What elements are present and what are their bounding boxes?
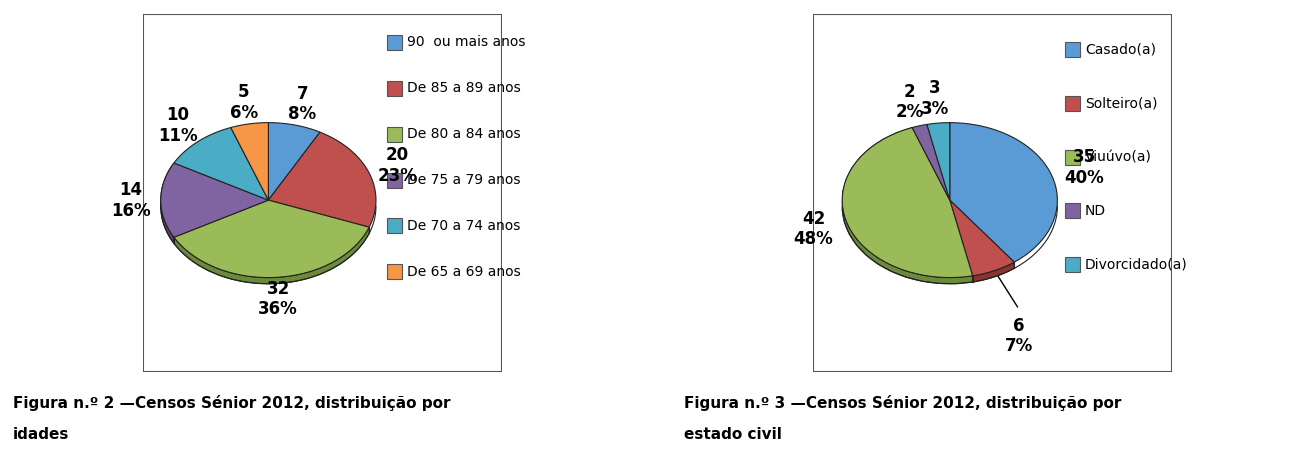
Text: 20
23%: 20 23% [377, 146, 417, 185]
Polygon shape [174, 200, 370, 277]
Polygon shape [230, 123, 268, 200]
Bar [387, 35, 402, 50]
Polygon shape [927, 123, 949, 200]
Text: De 65 a 69 anos: De 65 a 69 anos [408, 265, 521, 279]
Text: Figura n.º 2 —Censos Sénior 2012, distribuição por: Figura n.º 2 —Censos Sénior 2012, distri… [13, 395, 451, 411]
Text: ND: ND [1085, 204, 1106, 218]
Text: 42
48%: 42 48% [794, 210, 834, 248]
FancyBboxPatch shape [814, 14, 1172, 372]
Text: 2
2%: 2 2% [896, 83, 924, 121]
Polygon shape [268, 132, 376, 227]
Bar [387, 218, 402, 233]
Text: De 75 a 79 anos: De 75 a 79 anos [408, 173, 521, 187]
FancyBboxPatch shape [143, 14, 501, 372]
Text: 3
3%: 3 3% [920, 79, 948, 118]
Text: 35
40%: 35 40% [1065, 148, 1105, 187]
Text: estado civil: estado civil [684, 427, 781, 442]
Text: 5
6%: 5 6% [230, 83, 258, 122]
Polygon shape [843, 128, 973, 284]
Bar [387, 264, 402, 279]
Polygon shape [174, 128, 268, 200]
Bar [1065, 203, 1080, 218]
Text: De 85 a 89 anos: De 85 a 89 anos [408, 81, 521, 95]
Polygon shape [973, 262, 1014, 282]
Polygon shape [160, 163, 174, 243]
Polygon shape [268, 123, 320, 200]
Text: 6
7%: 6 7% [1005, 316, 1034, 355]
Polygon shape [949, 200, 1014, 276]
Bar [1065, 257, 1080, 272]
Polygon shape [174, 227, 370, 284]
Polygon shape [160, 163, 268, 237]
Text: Casado(a): Casado(a) [1085, 43, 1156, 56]
Polygon shape [842, 128, 973, 277]
Text: Divorcidado(a): Divorcidado(a) [1085, 258, 1187, 271]
Text: De 80 a 84 anos: De 80 a 84 anos [408, 127, 521, 141]
Text: Solteiro(a): Solteiro(a) [1085, 96, 1157, 110]
Bar [1065, 149, 1080, 165]
Text: Viuúvo(a): Viuúvo(a) [1085, 150, 1152, 164]
Text: Figura n.º 3 —Censos Sénior 2012, distribuição por: Figura n.º 3 —Censos Sénior 2012, distri… [684, 395, 1122, 411]
Polygon shape [949, 123, 1057, 262]
Bar [387, 173, 402, 188]
Text: De 70 a 74 anos: De 70 a 74 anos [408, 219, 521, 233]
Text: 90  ou mais anos: 90 ou mais anos [408, 35, 526, 49]
Bar [1065, 96, 1080, 111]
Text: 32
36%: 32 36% [258, 280, 299, 318]
Polygon shape [913, 124, 949, 200]
Text: 10
11%: 10 11% [158, 106, 199, 144]
Text: 7
8%: 7 8% [288, 84, 317, 123]
Bar [387, 81, 402, 96]
Bar [1065, 42, 1080, 57]
Bar [387, 127, 402, 142]
Text: 14
16%: 14 16% [110, 181, 150, 220]
Text: idades: idades [13, 427, 70, 442]
